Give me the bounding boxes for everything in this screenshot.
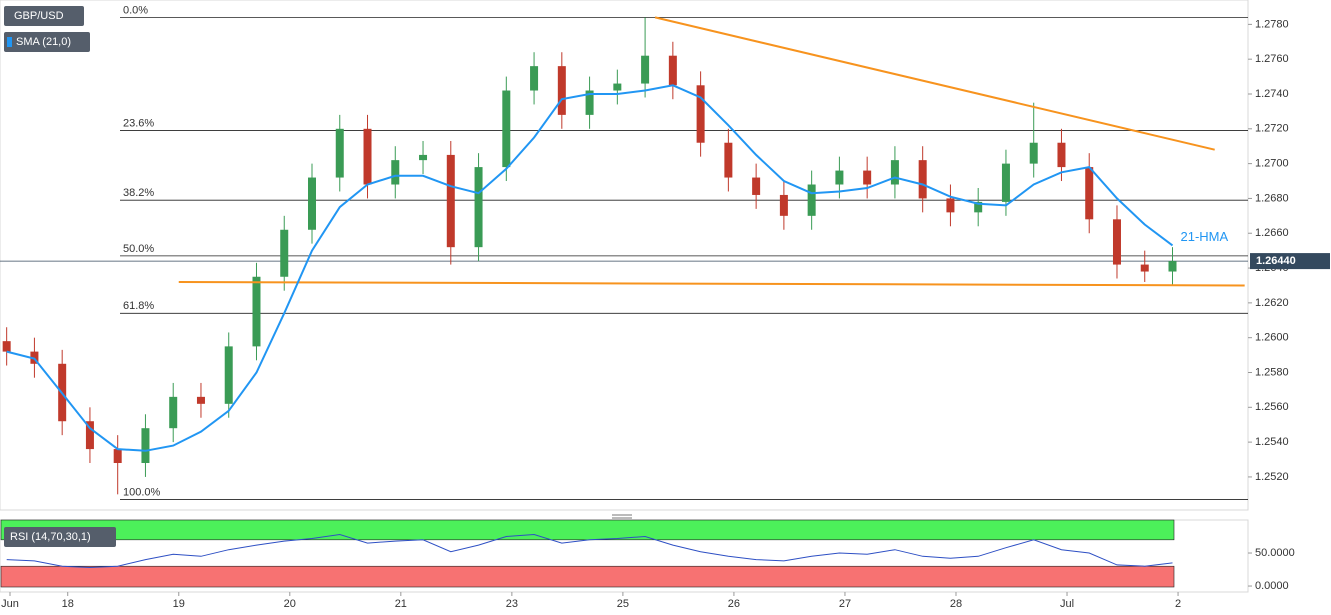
candle-body: [1168, 261, 1177, 272]
candle-body: [141, 428, 150, 464]
candle-body: [474, 167, 483, 248]
last-price-label: 1.26440: [1256, 255, 1296, 267]
x-tick-label: Jun: [1, 598, 19, 610]
candle-body: [224, 346, 233, 404]
candle-body: [252, 276, 261, 347]
trendline: [654, 16, 1215, 151]
rsi-line: [6, 533, 1173, 569]
candle-body: [696, 85, 705, 143]
last-price-box: [1250, 253, 1330, 270]
y-tick-label: 1.2660: [1255, 227, 1289, 239]
y-tick-label: 1.2620: [1255, 297, 1289, 309]
candle-body: [363, 128, 372, 185]
rsi-tick-label: 0.0000: [1255, 580, 1289, 592]
x-tick-label: 2: [1175, 598, 1181, 610]
legend-box: [4, 32, 90, 52]
y-tick-label: 1.2780: [1255, 18, 1289, 30]
candle-body: [1001, 163, 1010, 202]
x-tick-label: 19: [173, 598, 185, 610]
fib-label: 50.0%: [123, 243, 154, 255]
candle-body: [530, 66, 539, 91]
fib-label: 100.0%: [123, 486, 161, 498]
candle-body: [280, 229, 289, 277]
candle-body: [779, 194, 788, 216]
price-pane: [0, 0, 1249, 511]
candle-body: [502, 90, 511, 168]
legend-box: [4, 527, 116, 547]
y-tick-label: 1.2680: [1255, 192, 1289, 204]
y-tick-label: 1.2540: [1255, 436, 1289, 448]
y-tick-label: 1.2560: [1255, 401, 1289, 413]
candle-body: [419, 154, 428, 161]
fib-label: 23.6%: [123, 117, 154, 129]
candle-body: [196, 396, 205, 404]
candle-body: [85, 421, 94, 450]
x-tick-label: Jul: [1060, 598, 1074, 610]
rsi-tick-label: 50.0000: [1255, 547, 1295, 559]
candle-body: [724, 142, 733, 178]
candle-body: [641, 55, 650, 84]
plot: 1.2520 1.2540 1.2560 1.2580 1.2600 1.2620 1.26…: [0, 4, 1295, 610]
candle-body: [169, 396, 178, 429]
fib-label: 38.2%: [123, 187, 154, 199]
candle-body: [391, 160, 400, 185]
legend-box: [4, 6, 84, 26]
fib-label: 61.8%: [123, 300, 154, 312]
y-tick-label: 1.2520: [1255, 471, 1289, 483]
candle-body: [557, 66, 566, 115]
y-tick-label: 1.2760: [1255, 53, 1289, 65]
x-tick-label: 20: [284, 598, 296, 610]
legend-swatch: [7, 37, 12, 47]
candle-body: [2, 341, 11, 352]
candle-body: [335, 128, 344, 178]
candle-body: [890, 160, 899, 185]
candle-body: [946, 198, 955, 213]
candle-body: [613, 83, 622, 91]
x-tick-label: 18: [62, 598, 74, 610]
candle-body: [668, 55, 677, 86]
candle-body: [863, 170, 872, 185]
y-tick-label: 1.2740: [1255, 88, 1289, 100]
x-tick-label: 26: [728, 598, 740, 610]
legend-symbol: GBP/USD: [14, 10, 64, 22]
trendline: [178, 280, 1245, 287]
rsi-oversold-zone: [0, 565, 1175, 588]
candle-body: [1057, 142, 1066, 168]
candle-body: [974, 201, 983, 213]
candle-body: [113, 449, 122, 464]
x-tick-label: 21: [395, 598, 407, 610]
candle-body: [807, 184, 816, 216]
legend-sma: SMA (21,0): [16, 36, 71, 48]
candle-body: [918, 160, 927, 199]
x-tick-label: 23: [506, 598, 518, 610]
y-tick-label: 1.2720: [1255, 123, 1289, 135]
legend-rsi: RSI (14,70,30,1): [10, 531, 91, 543]
x-tick-label: 27: [839, 598, 851, 610]
y-tick-label: 1.2580: [1255, 366, 1289, 378]
fib-label: 0.0%: [123, 4, 148, 16]
candle-body: [446, 154, 455, 248]
candle-body: [308, 177, 316, 230]
x-tick-label: 25: [617, 598, 629, 610]
candle-body: [585, 90, 594, 115]
candle-body: [1140, 264, 1149, 272]
candle-body: [1029, 142, 1038, 164]
ma-annotation: 21-HMA: [1180, 229, 1228, 244]
x-tick-label: 28: [950, 598, 962, 610]
candle-body: [1112, 219, 1121, 265]
candle-body: [835, 170, 844, 185]
y-tick-label: 1.2600: [1255, 332, 1289, 344]
rsi-overbought-zone: [0, 519, 1175, 541]
candle-body: [1085, 167, 1094, 220]
moving-average: [6, 84, 1174, 452]
candle-body: [752, 177, 761, 195]
y-tick-label: 1.2700: [1255, 158, 1289, 170]
